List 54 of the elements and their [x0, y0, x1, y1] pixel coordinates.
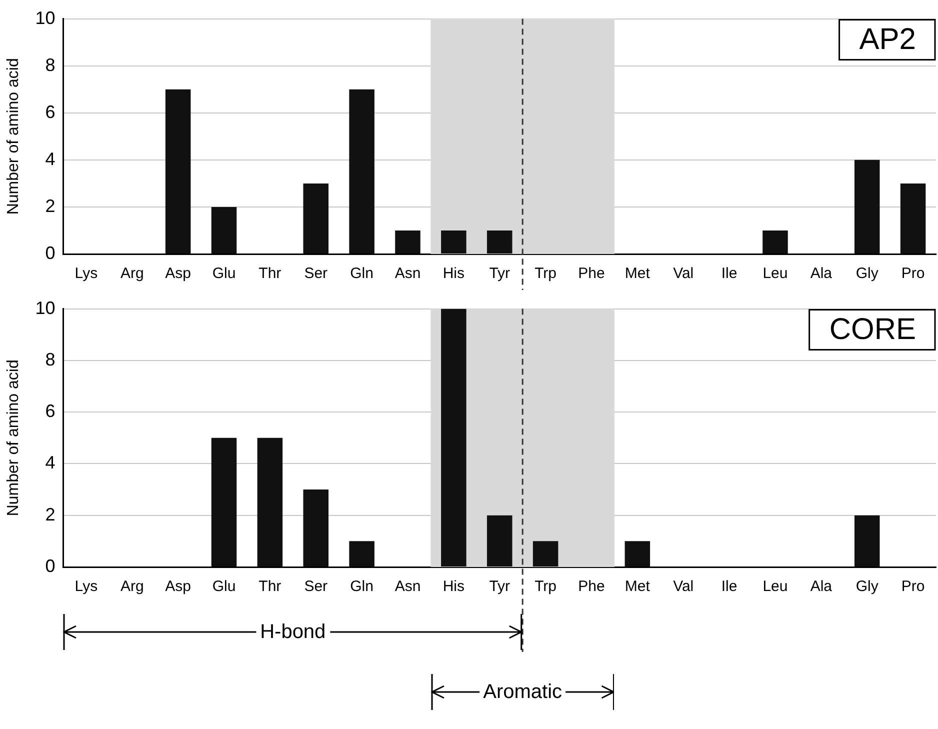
chart-title: CORE	[829, 313, 916, 346]
y-tick-label: 10	[35, 298, 56, 318]
x-tick-label: Tyr	[489, 265, 510, 282]
y-tick-label: 2	[45, 196, 56, 216]
x-tick-label: Gly	[856, 578, 879, 596]
y-tick-label: 6	[45, 401, 56, 422]
x-tick-label: Ser	[304, 578, 328, 596]
x-tick-label: Val	[673, 578, 694, 596]
x-tick-label: Leu	[762, 265, 788, 282]
x-tick-label: Glu	[212, 578, 236, 596]
x-tick-label: Gln	[350, 578, 374, 596]
x-tick-label: Val	[673, 265, 694, 282]
y-axis-title: Number of amino acid	[5, 58, 22, 215]
x-tick-label: Leu	[762, 578, 788, 596]
x-tick-label: Thr	[258, 578, 282, 596]
x-tick-label: Met	[624, 265, 651, 282]
x-tick-label: Lys	[74, 578, 98, 596]
y-tick-label: 0	[45, 242, 56, 263]
y-tick-label: 10	[35, 8, 56, 28]
x-tick-label: Lys	[74, 265, 98, 282]
x-tick-label: Pro	[901, 265, 925, 282]
x-tick-label: Gln	[350, 265, 374, 282]
x-tick-label: Asp	[165, 265, 191, 282]
y-tick-label: 4	[45, 452, 56, 473]
x-tick-label: Gly	[856, 265, 879, 282]
y-tick-label: 0	[45, 556, 56, 576]
x-tick-label: Phe	[578, 578, 605, 596]
chart-title: AP2	[859, 23, 916, 56]
x-tick-label: Met	[624, 578, 651, 596]
x-tick-label: Pro	[901, 578, 925, 596]
x-tick-label: Ala	[810, 265, 833, 282]
y-tick-label: 4	[45, 148, 56, 169]
x-tick-label: Trp	[534, 578, 557, 596]
x-tick-label: Ser	[304, 265, 328, 282]
x-tick-label: Tyr	[489, 578, 510, 596]
x-tick-label: Asp	[165, 578, 191, 596]
x-tick-label: Ile	[721, 578, 738, 596]
y-tick-label: 8	[45, 349, 56, 370]
x-tick-label: Asn	[394, 265, 421, 282]
x-tick-label: Arg	[120, 265, 144, 282]
x-tick-label: His	[442, 265, 465, 282]
x-tick-label: Trp	[534, 265, 557, 282]
y-axis-title: Number of amino acid	[5, 360, 22, 516]
x-tick-label: Ala	[810, 578, 833, 596]
x-tick-label: Thr	[258, 265, 282, 282]
x-tick-label: Asn	[394, 578, 421, 596]
y-tick-label: 6	[45, 102, 56, 122]
x-tick-label: His	[442, 578, 465, 596]
y-tick-label: 8	[45, 54, 56, 75]
x-tick-label: Glu	[212, 265, 236, 282]
x-tick-label: Ile	[721, 265, 738, 282]
y-tick-label: 2	[45, 504, 56, 524]
x-tick-label: Phe	[578, 265, 605, 282]
x-tick-label: Arg	[120, 578, 144, 596]
